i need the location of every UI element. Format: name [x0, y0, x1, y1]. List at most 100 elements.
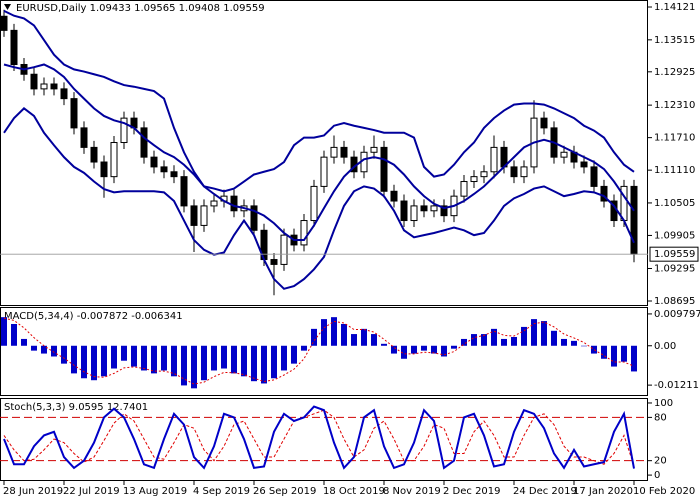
macd-bar [501, 338, 507, 346]
title-icon [4, 4, 11, 10]
candle-body [10, 29, 18, 65]
macd-bar [41, 345, 47, 354]
candle-body [440, 205, 448, 217]
y-tick-label: 0.00 [654, 341, 676, 352]
macd-bar [451, 345, 457, 349]
candle-body [590, 166, 598, 187]
candle-body [380, 146, 388, 192]
macd-bar [121, 345, 127, 361]
macd-bar [101, 345, 107, 377]
macd-bar [421, 345, 427, 351]
macd-bar [561, 338, 567, 346]
macd-bar [181, 345, 187, 386]
x-tick-label: 18 Oct 2019 [323, 486, 385, 497]
candle-body [390, 190, 398, 202]
macd-bar [31, 345, 37, 351]
x-tick-label: 22 Jul 2019 [63, 486, 120, 497]
macd-bar [231, 345, 237, 374]
candle-body [410, 205, 418, 222]
stoch-panel [0, 398, 648, 481]
macd-bar [241, 345, 247, 377]
candle-body [120, 117, 128, 144]
x-tick-label: 26 Sep 2019 [253, 486, 316, 497]
macd-bar [131, 345, 137, 367]
macd-bar [141, 345, 147, 371]
panel-title: EURUSD,Daily 1.09433 1.09565 1.09408 1.0… [16, 3, 265, 14]
y-tick-label: 1.08695 [654, 296, 695, 307]
y-tick-label: 100 [654, 398, 673, 409]
macd-bar [571, 340, 577, 346]
x-tick-label: 24 Dec 2019 [513, 486, 577, 497]
macd-bar [171, 345, 177, 377]
candle-body [200, 205, 208, 226]
candle-body [70, 98, 78, 129]
macd-bar [91, 345, 97, 381]
candle-body [430, 205, 438, 212]
candle-body [310, 185, 318, 222]
macd-bar [291, 345, 297, 364]
candle-body [340, 146, 348, 158]
macd-bar [461, 338, 467, 346]
last-price-box [649, 246, 699, 262]
macd-bar [321, 319, 327, 346]
candle-body [510, 166, 518, 178]
x-tick-label: 4 Sep 2019 [193, 486, 250, 497]
macd-panel [0, 307, 648, 396]
macd-bar [271, 345, 277, 379]
candle-body [560, 151, 568, 158]
candle-body [140, 127, 148, 158]
macd-bar [441, 345, 447, 357]
y-tick-label: 0.009797 [654, 309, 700, 320]
candle-body [370, 146, 378, 153]
macd-bar [261, 345, 267, 384]
price-panel [0, 0, 648, 306]
candle-body [250, 205, 258, 231]
macd-bar [611, 345, 617, 367]
candle-body [400, 200, 408, 222]
candle-body [190, 205, 198, 226]
macd-bar [431, 345, 437, 354]
bollinger-upper [3, 9, 635, 193]
macd-bar [51, 345, 57, 357]
stoch-signal [3, 409, 635, 467]
x-tick-label: 17 Jan 2020 [573, 486, 633, 497]
macd-bar [381, 343, 387, 346]
y-tick-label: 1.09295 [654, 263, 695, 274]
macd-bar [11, 323, 17, 346]
candle-body [110, 142, 118, 178]
macd-bar [71, 345, 77, 374]
macd-bar [401, 345, 407, 359]
candle-body [100, 161, 108, 178]
macd-bar [21, 338, 27, 346]
macd-bar [161, 345, 167, 371]
y-tick-label: 1.10505 [654, 198, 695, 209]
macd-bar [311, 328, 317, 346]
candle-body [80, 127, 88, 148]
macd-bar [281, 345, 287, 371]
macd-bar [201, 345, 207, 381]
y-tick-label: 20 [654, 456, 667, 467]
candle-body [540, 117, 548, 129]
candle-body [50, 83, 58, 90]
y-tick-label: 1.14121 [654, 2, 695, 13]
y-tick-label: 80 [654, 412, 667, 423]
macd-bar [81, 345, 87, 379]
last-price-label: 1.09559 [654, 249, 695, 260]
macd-bar [61, 345, 67, 364]
x-tick-label: 8 Nov 2019 [383, 486, 441, 497]
candle-body [60, 88, 68, 100]
macd-bar [151, 345, 157, 374]
macd-bar [581, 345, 587, 347]
candle-body [150, 156, 158, 168]
x-tick-label: 2 Dec 2019 [443, 486, 501, 497]
macd-bar [1, 317, 7, 346]
candle-body [320, 156, 328, 187]
candle-body [300, 220, 308, 246]
candle-body [580, 161, 588, 168]
bollinger-middle [3, 63, 635, 242]
macd-bar [341, 323, 347, 346]
macd-bar [631, 345, 637, 372]
candle-body [280, 234, 288, 265]
